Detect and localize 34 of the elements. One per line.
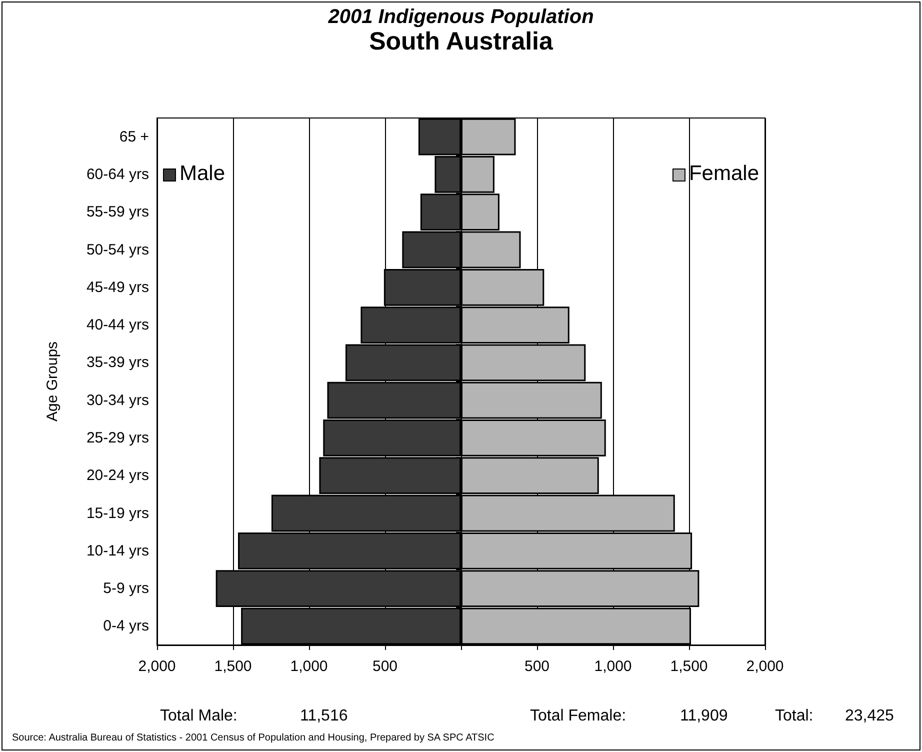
text: 23,425 — [845, 708, 894, 724]
x-tick-label: 1,500 — [214, 658, 252, 675]
y-tick-label: 15-19 yrs — [86, 504, 149, 522]
y-tick-label: 30-34 yrs — [86, 392, 149, 409]
source-note: Source: Australia Bureau of Statistics - 2001 Census of Population and Housing, Prepared by SA SPC ATSIC — [12, 732, 494, 744]
text: Total Male: — [160, 708, 238, 724]
chart-title: 2001 Indigenous Population — [327, 6, 594, 28]
text: Total Female: — [530, 708, 626, 724]
y-tick-label: 20-24 yrs — [86, 467, 149, 484]
x-tick-label: 500 — [524, 658, 550, 675]
y-tick-label: 10-14 yrs — [86, 542, 149, 560]
y-tick-label: 55-59 yrs — [86, 204, 149, 221]
text: 11,516 — [300, 708, 348, 724]
y-tick-label: 60-64 yrs — [86, 166, 149, 183]
y-tick-label: 25-29 yrs — [86, 429, 149, 446]
x-tick-label: 500 — [372, 658, 398, 675]
chart-subtitle: South Australia — [369, 28, 554, 56]
y-tick-label: 5-9 yrs — [103, 580, 149, 598]
x-tick-label: 1,000 — [594, 658, 632, 675]
y-tick-label: 0-4 yrs — [103, 618, 149, 635]
legend-label: Female — [688, 162, 760, 185]
y-axis-title: Age Groups — [44, 341, 61, 422]
text: 11,909 — [680, 708, 728, 724]
y-tick-label: 45-49 yrs — [86, 278, 149, 296]
x-tick-label: 1,500 — [670, 658, 708, 675]
y-tick-label: 65 + — [119, 128, 150, 146]
text: Total: — [775, 708, 814, 724]
x-tick-label: 2,000 — [746, 658, 784, 675]
y-tick-label: 50-54 yrs — [86, 241, 149, 258]
legend-label: Male — [180, 162, 226, 185]
y-tick-label: 35-39 yrs — [86, 354, 149, 372]
y-tick-label: 40-44 yrs — [86, 316, 149, 334]
x-tick-label: 1,000 — [290, 658, 328, 675]
x-tick-label: 2,000 — [138, 658, 176, 675]
